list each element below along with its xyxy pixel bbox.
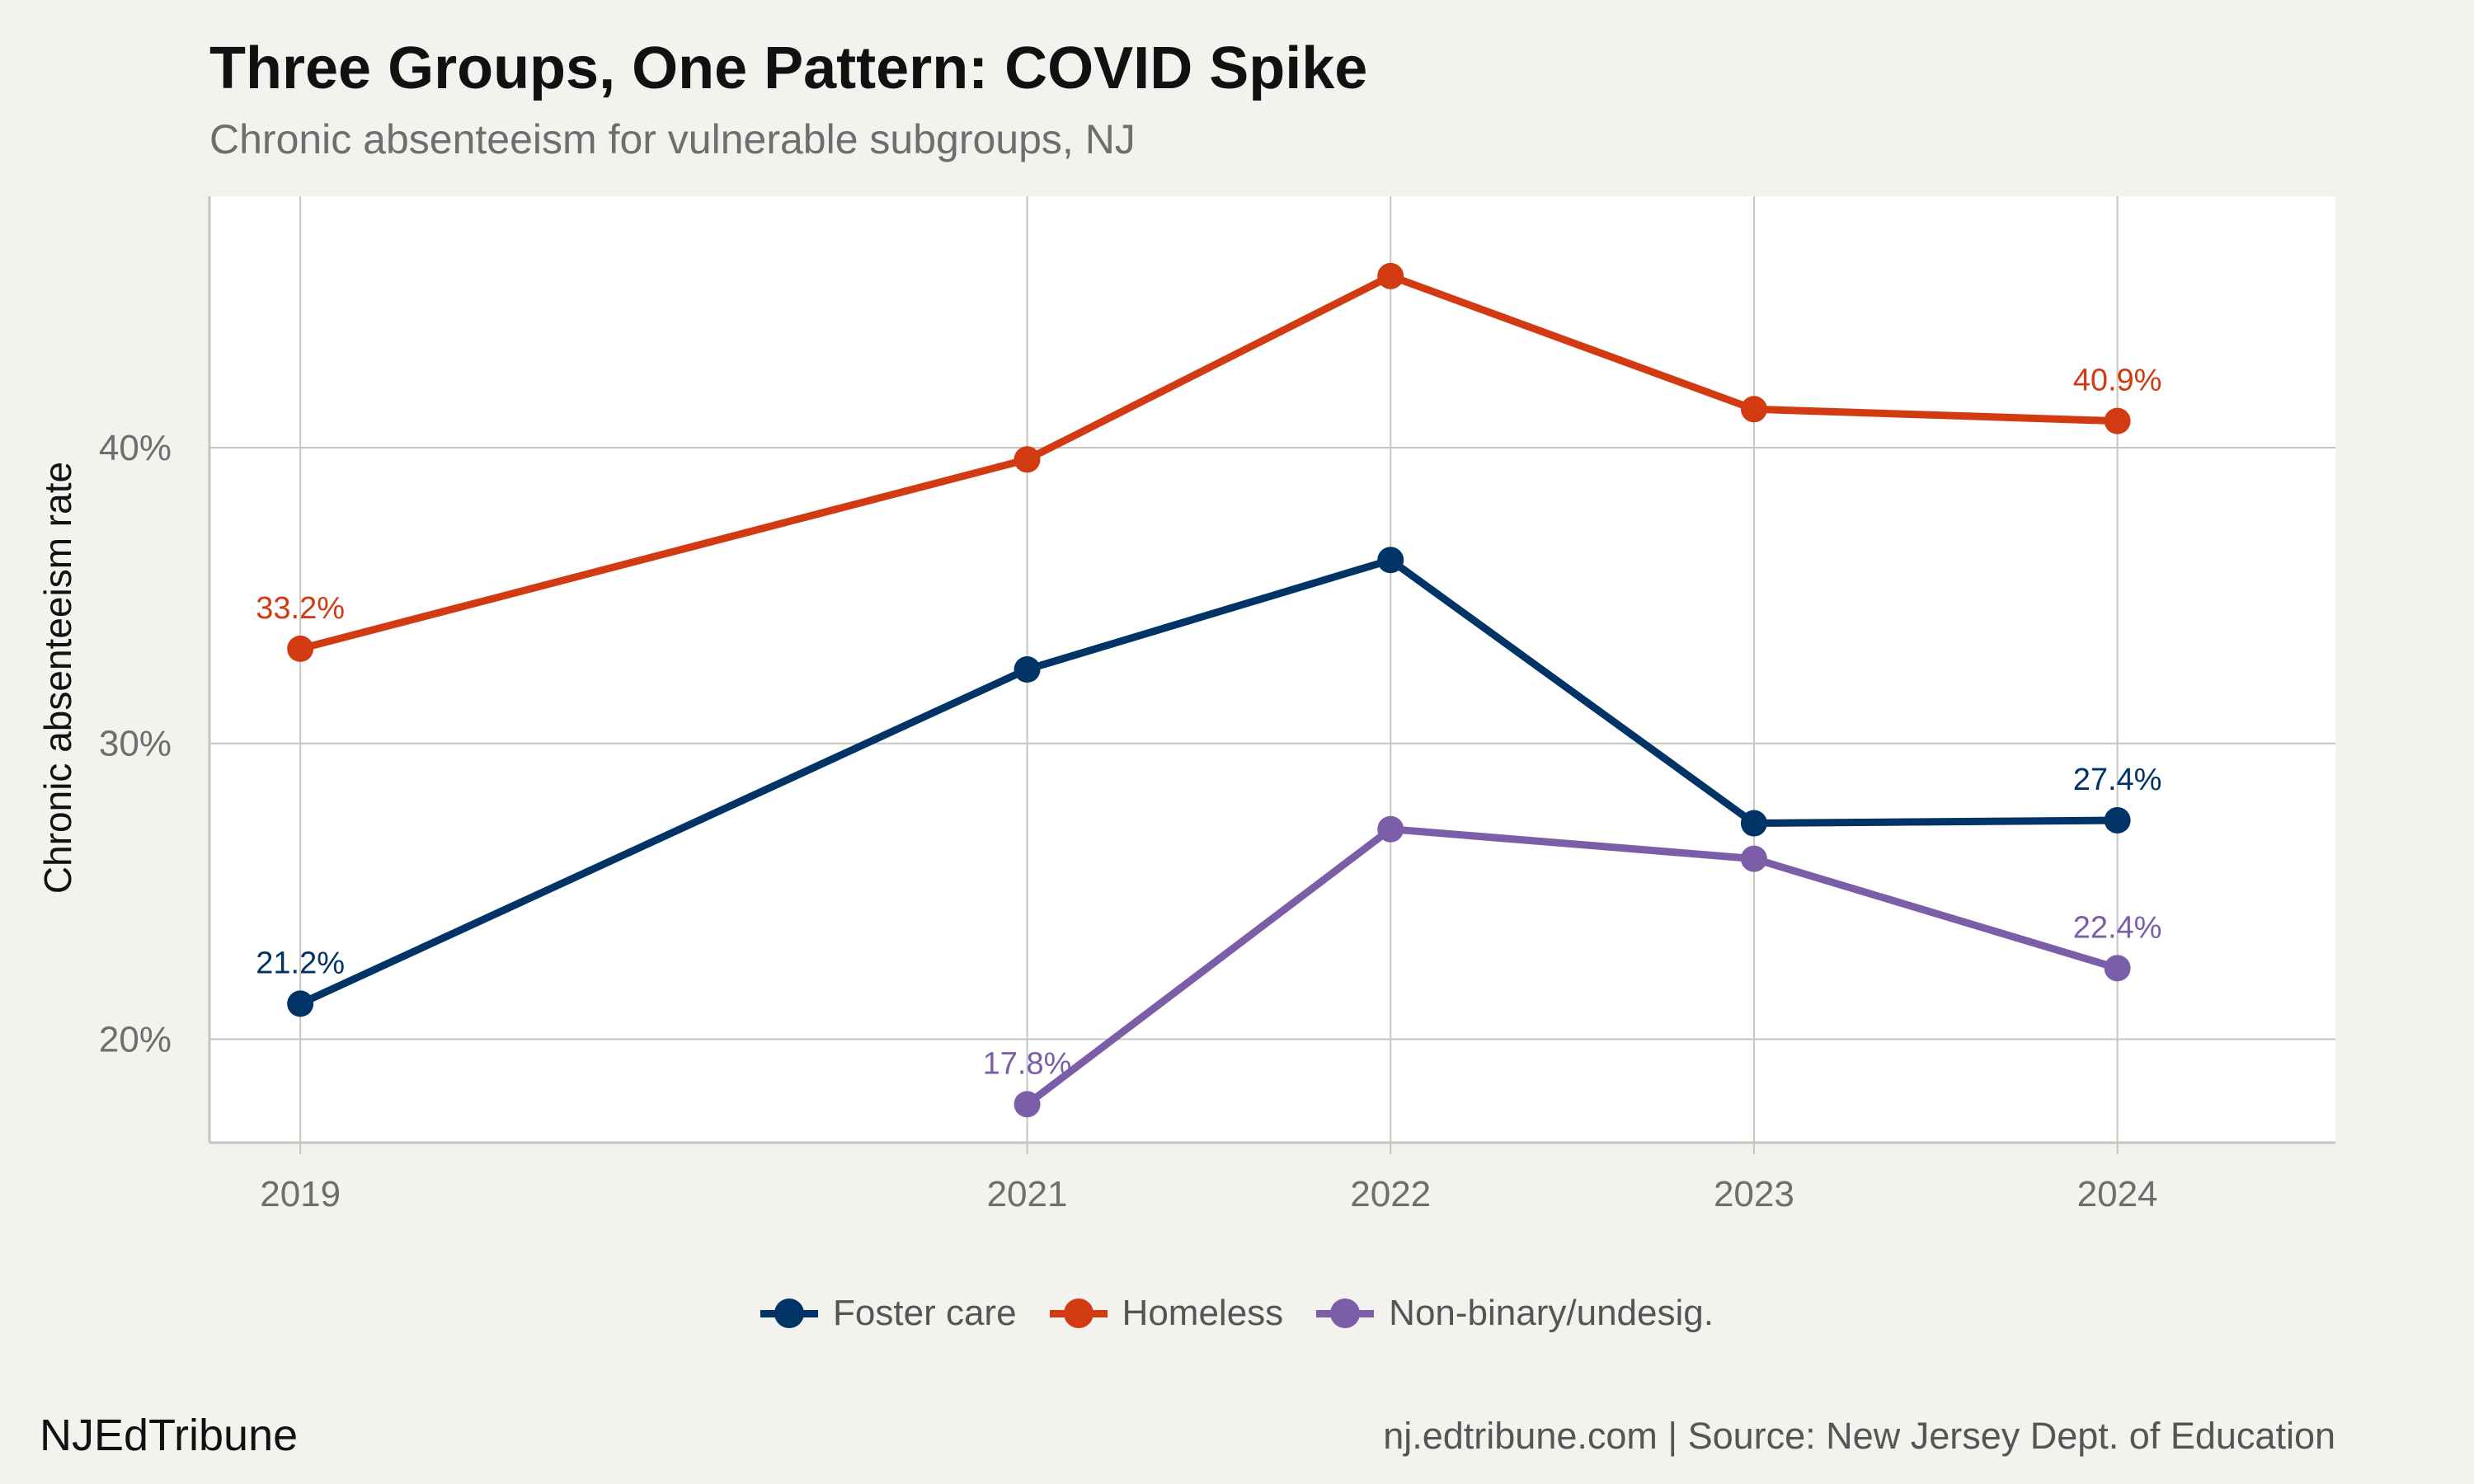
data-point-homeless [287,635,314,662]
data-point-foster-care [1740,810,1767,837]
legend-label: Non-binary/undesig. [1389,1293,1714,1333]
data-point-foster-care [2104,806,2131,834]
data-point-non-binary-undesig [1014,1091,1041,1118]
data-label-foster-care: 21.2% [256,946,345,980]
y-tick-label: 30% [99,724,172,764]
data-point-homeless [1740,396,1767,423]
data-point-homeless [2104,407,2131,434]
x-tick-label: 2022 [1350,1174,1431,1214]
x-tick-label: 2023 [1714,1174,1794,1214]
data-label-non-binary-undesig: 17.8% [983,1046,1072,1081]
y-axis-title: Chronic absenteeism rate [36,462,79,894]
x-tick-label: 2021 [987,1174,1068,1214]
chart-legend: Foster care Homeless Non-binary/undesig. [0,1293,2474,1334]
x-tick-label: 2024 [2077,1174,2158,1214]
legend-item-non-binary-undesig: Non-binary/undesig. [1316,1293,1714,1334]
data-point-non-binary-undesig [2104,955,2131,982]
data-label-homeless: 40.9% [2073,364,2162,398]
data-point-homeless [1377,262,1404,289]
legend-item-foster-care: Foster care [760,1293,1017,1334]
data-label-non-binary-undesig: 22.4% [2073,910,2162,945]
legend-key-non-binary-undesig [1316,1298,1375,1328]
data-label-homeless: 33.2% [256,591,345,626]
data-label-foster-care: 27.4% [2073,763,2162,797]
data-point-non-binary-undesig [1377,815,1404,843]
brand-name: NJEdTribune [40,1411,299,1460]
y-tick-label: 40% [99,428,172,468]
legend-label: Foster care [833,1293,1017,1333]
data-labels: 21.2% 27.4% 33.2% 40.9% 17.8% 22.4% [256,364,2161,1082]
chart-subtitle: Chronic absenteeism for vulnerable subgr… [209,116,1136,162]
y-tick-label: 20% [99,1019,172,1059]
x-tick-label: 2019 [260,1174,341,1214]
plot-panel [209,196,2335,1143]
chart-title: Three Groups, One Pattern: COVID Spike [209,35,1368,101]
data-point-foster-care [1377,547,1404,574]
data-point-foster-care [1014,656,1041,683]
legend-key-foster-care [760,1298,819,1328]
legend-item-homeless: Homeless [1049,1293,1284,1334]
legend-label: Homeless [1122,1293,1284,1333]
data-point-non-binary-undesig [1740,845,1767,872]
series-line-non-binary-undesig [1023,825,2122,1108]
data-point-foster-care [287,990,314,1017]
axes: 20% 30% 40% 2019 2021 2022 2023 2024 [99,196,2335,1214]
data-point-homeless [1014,446,1041,473]
series-lines [287,262,2131,1118]
legend-key-homeless [1049,1298,1108,1328]
source-credit: nj.edtribune.com | Source: New Jersey De… [1383,1415,2335,1457]
